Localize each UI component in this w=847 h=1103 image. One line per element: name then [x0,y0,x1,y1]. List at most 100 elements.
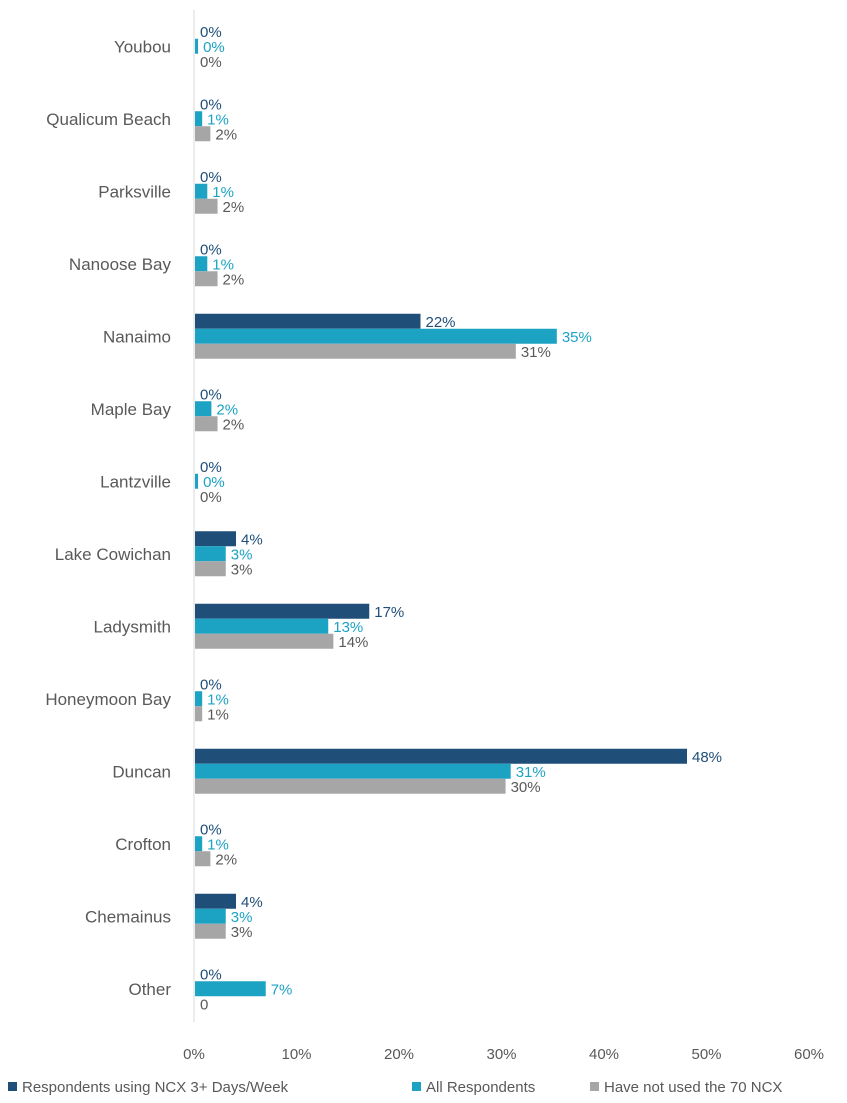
data-label-lake-cowichan-series-1: 4% [241,531,263,548]
data-label-parksville-series-1: 0% [200,169,222,186]
data-label-other-series-2: 7% [271,981,293,998]
data-label-maple-bay-series-1: 0% [200,386,222,403]
data-label-duncan-series-1: 48% [692,749,722,766]
category-label-chemainus: Chemainus [85,907,171,926]
data-label-duncan-series-2: 31% [516,764,546,781]
data-label-nanoose-bay-series-1: 0% [200,241,222,258]
bar-ladysmith-series-3 [195,633,334,649]
data-label-crofton-series-1: 0% [200,821,222,838]
bar-nanaimo-series-2 [195,328,557,344]
data-label-maple-bay-series-3: 2% [223,416,245,433]
bar-lantzville-series-2 [195,473,199,489]
category-label-youbou: Youbou [114,37,171,56]
x-tick-label-40: 40% [589,1046,619,1063]
data-label-nanoose-bay-series-3: 2% [223,271,245,288]
bar-qualicum-beach-series-3 [195,126,211,142]
data-label-ladysmith-series-1: 17% [374,604,404,621]
x-tick-label-30: 30% [486,1046,516,1063]
data-label-duncan-series-3: 30% [511,779,541,796]
data-label-chemainus-series-2: 3% [231,909,253,926]
data-label-lantzville-series-3: 0% [200,489,222,506]
x-tick-label-60: 60% [794,1046,824,1063]
category-label-lake-cowichan: Lake Cowichan [55,545,171,564]
legend-swatch-series-1 [8,1082,17,1091]
category-label-lantzville: Lantzville [100,472,171,491]
bar-parksville-series-2 [195,183,208,199]
bar-crofton-series-3 [195,851,211,867]
data-label-qualicum-beach-series-3: 2% [215,126,237,143]
x-tick-label-0: 0% [183,1046,205,1063]
bar-honeymoon-bay-series-3 [195,706,203,722]
bar-maple-bay-series-2 [195,401,212,417]
bar-chemainus-series-1 [195,893,236,909]
data-label-nanaimo-series-1: 22% [426,314,456,331]
category-label-nanaimo: Nanaimo [103,327,171,346]
x-axis-tick-labels: 0% 10% 20% 30% 40% 50% 60% [183,1046,824,1063]
bar-nanaimo-series-1 [195,313,421,329]
legend-swatch-series-2 [412,1082,421,1091]
data-label-other-series-1: 0% [200,966,222,983]
data-label-other-series-3: 0 [200,996,208,1013]
data-label-crofton-series-3: 2% [215,851,237,868]
bar-honeymoon-bay-series-2 [195,691,203,707]
x-tick-label-50: 50% [691,1046,721,1063]
bar-lake-cowichan-series-2 [195,546,226,562]
category-label-qualicum-beach: Qualicum Beach [46,110,171,129]
data-label-nanaimo-series-2: 35% [562,329,592,346]
bar-crofton-series-2 [195,836,203,852]
category-label-ladysmith: Ladysmith [94,617,171,636]
data-label-lake-cowichan-series-2: 3% [231,546,253,563]
legend-swatch-series-3 [590,1082,599,1091]
bar-duncan-series-3 [195,778,506,794]
bar-maple-bay-series-3 [195,416,218,432]
category-label-honeymoon-bay: Honeymoon Bay [45,690,171,709]
bar-duncan-series-2 [195,763,511,779]
data-labels: 0%0%0%0%1%2%0%1%2%0%1%2%22%35%31%0%2%2%0… [200,24,722,1014]
data-label-honeymoon-bay-series-2: 1% [207,691,229,708]
bar-chemainus-series-2 [195,908,226,924]
category-label-crofton: Crofton [115,835,171,854]
data-label-youbou-series-1: 0% [200,24,222,41]
bar-ladysmith-series-1 [195,603,370,619]
data-label-chemainus-series-1: 4% [241,894,263,911]
bar-duncan-series-1 [195,748,687,764]
legend-label-series-1: Respondents using NCX 3+ Days/Week [22,1079,289,1096]
x-tick-label-20: 20% [384,1046,414,1063]
legend-label-series-3: Have not used the 70 NCX [604,1079,782,1096]
legend: Respondents using NCX 3+ Days/Week All Re… [8,1079,782,1096]
data-label-honeymoon-bay-series-3: 1% [207,706,229,723]
category-label-parksville: Parksville [98,182,171,201]
data-label-youbou-series-2: 0% [203,39,225,56]
data-label-lake-cowichan-series-3: 3% [231,561,253,578]
data-label-parksville-series-2: 1% [212,184,234,201]
bar-nanoose-bay-series-2 [195,256,208,272]
data-label-ladysmith-series-3: 14% [338,634,368,651]
data-label-qualicum-beach-series-1: 0% [200,96,222,113]
category-label-duncan: Duncan [112,762,171,781]
bar-chemainus-series-3 [195,923,226,939]
x-tick-label-10: 10% [281,1046,311,1063]
bar-other-series-2 [195,981,266,997]
data-label-ladysmith-series-2: 13% [333,619,363,636]
bar-lake-cowichan-series-1 [195,531,236,547]
data-label-youbou-series-3: 0% [200,54,222,71]
data-label-lantzville-series-1: 0% [200,459,222,476]
bar-parksville-series-3 [195,198,218,214]
data-label-honeymoon-bay-series-1: 0% [200,676,222,693]
category-label-other: Other [128,980,171,999]
bar-qualicum-beach-series-2 [195,111,203,127]
bar-youbou-series-2 [195,38,199,54]
legend-label-series-2: All Respondents [426,1079,535,1096]
category-label-maple-bay: Maple Bay [91,400,172,419]
data-label-lantzville-series-2: 0% [203,474,225,491]
bar-nanoose-bay-series-3 [195,271,218,287]
data-label-qualicum-beach-series-2: 1% [207,111,229,128]
bar-ladysmith-series-2 [195,618,329,634]
data-label-nanoose-bay-series-2: 1% [212,256,234,273]
bar-lake-cowichan-series-3 [195,561,226,577]
data-label-maple-bay-series-2: 2% [216,401,238,418]
category-label-nanoose-bay: Nanoose Bay [69,255,172,274]
data-label-crofton-series-2: 1% [207,836,229,853]
data-label-parksville-series-3: 2% [223,199,245,216]
